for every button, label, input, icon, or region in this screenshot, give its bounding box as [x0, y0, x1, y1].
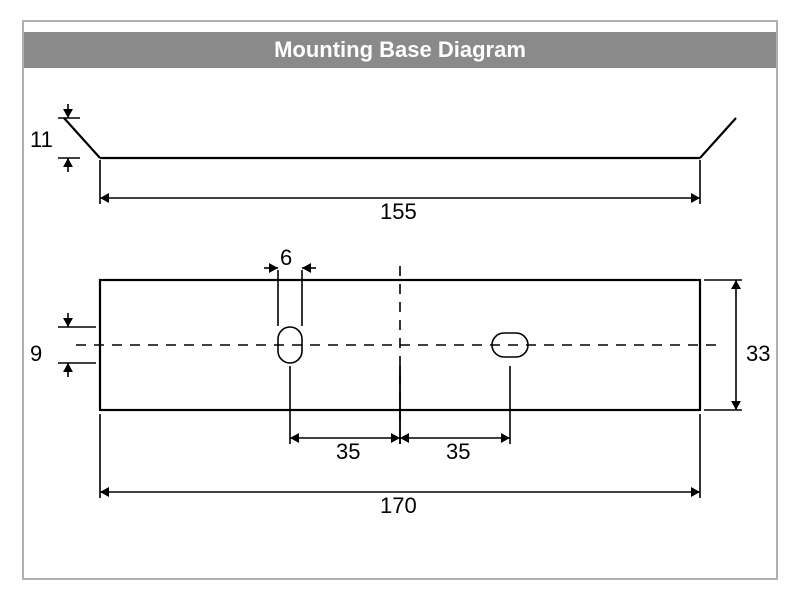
dim-6-label: 6 — [280, 245, 292, 271]
dim-33-label: 33 — [746, 341, 770, 367]
dim-9-label: 9 — [30, 341, 42, 367]
dim-35-right-label: 35 — [446, 439, 470, 465]
dim-155-label: 155 — [380, 199, 417, 225]
dim-11-label: 11 — [30, 127, 53, 153]
dim-35-left-label: 35 — [336, 439, 360, 465]
dim-170-label: 170 — [380, 493, 417, 519]
